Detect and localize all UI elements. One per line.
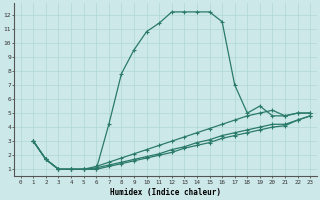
X-axis label: Humidex (Indice chaleur): Humidex (Indice chaleur)	[110, 188, 221, 197]
